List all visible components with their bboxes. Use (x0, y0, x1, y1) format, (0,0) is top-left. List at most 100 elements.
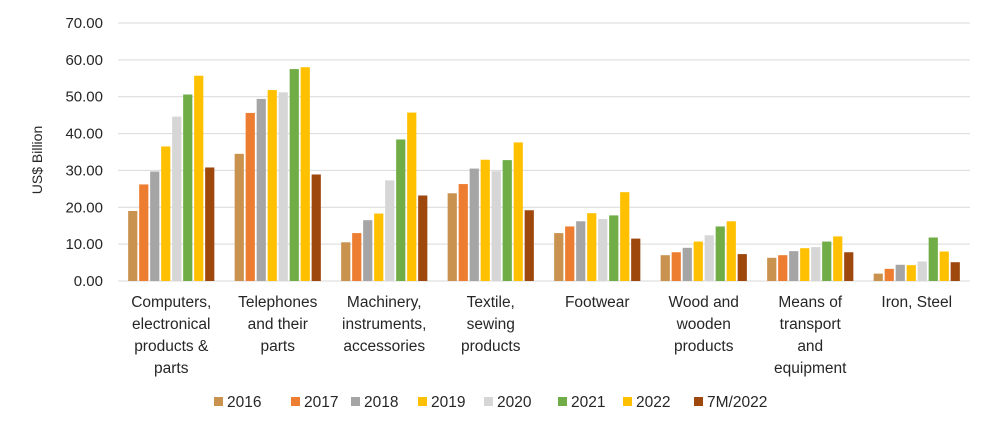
bar (737, 254, 747, 281)
bar (491, 171, 501, 281)
legend-swatch (623, 397, 632, 406)
bar (715, 226, 725, 281)
bar (682, 247, 692, 281)
bar (554, 233, 564, 281)
y-tick-label: 50.00 (65, 89, 103, 106)
bar (895, 264, 905, 281)
y-tick-label: 20.00 (65, 199, 103, 216)
bar (884, 268, 894, 281)
x-axis-labels: Computers, electronical products & parts Tel… (131, 294, 952, 377)
legend-swatch (694, 397, 703, 406)
category-label: Means of (778, 294, 842, 311)
legend-label: 2020 (497, 394, 532, 411)
bar (407, 112, 417, 281)
legend-swatch (418, 397, 427, 406)
bar (950, 262, 960, 281)
bar (385, 180, 395, 281)
bar (928, 237, 938, 281)
bar (726, 221, 736, 281)
category-label: products (674, 338, 734, 355)
category-label: Telephones (238, 294, 318, 311)
bar (524, 210, 534, 281)
bar (660, 255, 670, 281)
bars (128, 67, 960, 282)
legend-label: 2021 (571, 394, 605, 411)
bar (906, 265, 916, 281)
bar (341, 242, 351, 281)
legend-label: 2018 (364, 394, 398, 411)
bar (311, 174, 321, 281)
bar (183, 94, 193, 281)
bar (363, 220, 373, 281)
bar (789, 251, 799, 281)
category-label: Iron, Steel (881, 294, 952, 311)
category-label: sewing (467, 316, 515, 333)
bar (693, 241, 703, 281)
bar (811, 247, 821, 281)
bar (278, 92, 288, 281)
legend-label: 2022 (636, 394, 670, 411)
y-tick-label: 60.00 (65, 52, 103, 69)
category-label: parts (261, 338, 296, 355)
bar (587, 213, 597, 281)
bar (245, 112, 255, 282)
category-label: wooden (676, 316, 731, 333)
y-tick-label: 30.00 (65, 162, 103, 179)
category-label: equipment (774, 360, 847, 377)
y-axis-title: US$ Billion (29, 126, 45, 194)
y-axis-ticks: 0.00 10.00 20.00 30.00 40.00 50.00 60.00 70.00 (65, 15, 103, 290)
bar (620, 192, 630, 281)
category-label: products (461, 338, 521, 355)
bar (778, 255, 788, 281)
category-label: accessories (343, 338, 425, 355)
bar (139, 184, 149, 281)
bar (480, 159, 490, 281)
category-label: Textile, (467, 294, 515, 311)
bar (917, 261, 927, 281)
bar (289, 69, 299, 281)
legend-label: 2017 (304, 394, 338, 411)
bar (267, 90, 277, 281)
category-label: electronical (132, 316, 210, 333)
legend: 2016 2017 2018 2019 2020 2021 2022 7M/2022 (214, 394, 767, 411)
legend-label: 2019 (431, 394, 465, 411)
category-label: Machinery, (347, 294, 422, 311)
bar (704, 235, 714, 281)
category-label: parts (154, 360, 189, 377)
legend-swatch (484, 397, 493, 406)
bar (352, 233, 362, 281)
category-label: and (797, 338, 823, 355)
bar (172, 116, 182, 282)
bar (205, 167, 215, 281)
bar (598, 219, 608, 281)
y-tick-label: 40.00 (65, 126, 103, 143)
bar (374, 213, 384, 281)
category-label: Computers, (131, 294, 211, 311)
category-label: instruments, (342, 316, 426, 333)
bar (513, 142, 523, 281)
bar (469, 168, 479, 281)
bar (418, 195, 428, 281)
bar (576, 221, 586, 281)
bar (844, 252, 854, 281)
category-label: transport (780, 316, 842, 333)
bar (128, 210, 138, 281)
legend-swatch (214, 397, 223, 406)
bar (161, 146, 171, 281)
bar (502, 160, 512, 281)
bar (833, 236, 843, 281)
legend-label: 7M/2022 (707, 394, 767, 411)
legend-label: 2016 (227, 394, 261, 411)
bar (631, 238, 641, 281)
bar (256, 98, 266, 282)
y-tick-label: 70.00 (65, 15, 103, 32)
category-label: Footwear (565, 294, 630, 311)
bar (234, 153, 244, 281)
bar (565, 226, 575, 281)
bar (939, 251, 949, 281)
y-tick-label: 10.00 (65, 236, 103, 253)
category-label: and their (248, 316, 308, 333)
bar (150, 171, 160, 281)
bar (822, 241, 832, 281)
y-tick-label: 0.00 (74, 273, 103, 290)
